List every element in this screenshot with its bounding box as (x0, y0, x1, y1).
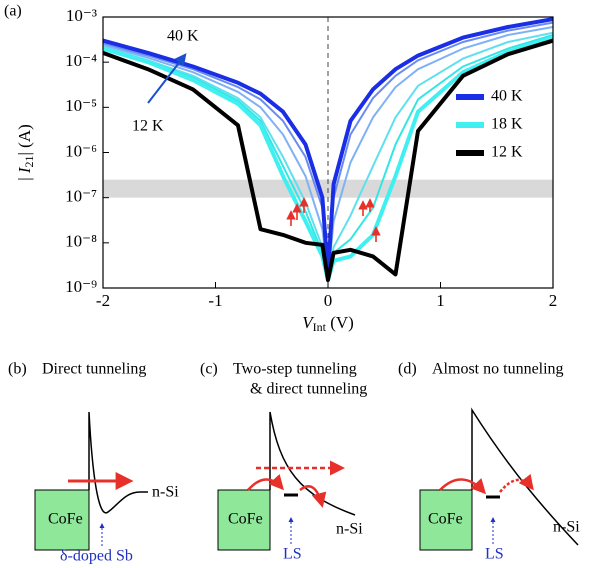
x-axis-label-part: Int (313, 320, 327, 334)
legend-label: 40 K (491, 88, 523, 105)
x-axis-label-part: (V) (326, 313, 354, 332)
panel-label: (a) (4, 3, 22, 20)
x-tick-label: -1 (208, 291, 222, 310)
state-label: LS (485, 546, 504, 563)
metal-label: CoFe (428, 511, 463, 528)
state-label: LS (283, 546, 302, 563)
semi-label: n-Si (553, 519, 580, 536)
panel-label: (c) (200, 361, 218, 378)
red-arrows (286, 197, 381, 242)
panel-title: & direct tunneling (250, 381, 367, 398)
y-tick-label: 10⁻⁵ (65, 96, 97, 115)
y-axis-label-part: | (A) (15, 124, 34, 155)
band-diagram: CoFe n-Si LS (217, 411, 363, 563)
panel-label: (d) (398, 361, 417, 378)
semi-label: n-Si (152, 484, 179, 501)
y-tick-label: 10⁻⁷ (65, 187, 97, 206)
y-axis-label-part: I (15, 166, 34, 174)
x-tick-label: 1 (436, 291, 445, 310)
series-line (103, 38, 553, 282)
y-tick-label: 10⁻³ (66, 6, 97, 25)
annotation: 12 K (132, 118, 164, 135)
semi-label: n-Si (336, 521, 363, 538)
metal-label: CoFe (48, 511, 83, 528)
y-tick-label: 10⁻⁹ (65, 277, 97, 296)
temperature-arrow (147, 53, 187, 104)
band-diagram: CoFe n-Si δ-doped Sb (34, 411, 179, 565)
annotation: 40 K (167, 28, 199, 45)
panel-title: Almost no tunneling (432, 361, 564, 378)
y-axis-label-part: | (15, 173, 34, 181)
x-tick-label: 2 (549, 291, 558, 310)
panel-title: Two-step tunneling (233, 361, 357, 378)
panel-title: Direct tunneling (42, 361, 146, 378)
legend-label: 18 K (491, 116, 523, 133)
plot: -2 -1 0 1 2 10⁻⁹ 10⁻⁸ 10⁻⁷ 10⁻⁶ 10⁻⁵ 10⁻⁴ 10⁻³ VInt … (15, 6, 557, 334)
legend-label: 12 K (491, 144, 523, 161)
x-tick-label: 0 (324, 291, 333, 310)
metal-label: CoFe (228, 511, 263, 528)
x-tick-label: -2 (96, 291, 110, 310)
x-axis-label-part: V (302, 313, 315, 332)
y-axis-label: | I21| (A) (15, 124, 36, 181)
panel-label: (b) (8, 361, 27, 378)
y-tick-label: 10⁻⁶ (65, 141, 97, 160)
band-diagram: CoFe n-Si LS (419, 407, 580, 563)
y-tick-label: 10⁻⁸ (65, 232, 97, 251)
y-axis-label-part: 21 (22, 155, 36, 167)
state-label: δ-doped Sb (60, 548, 133, 565)
y-tick-label: 10⁻⁴ (65, 51, 97, 70)
x-axis-label: VInt (V) (302, 313, 354, 334)
